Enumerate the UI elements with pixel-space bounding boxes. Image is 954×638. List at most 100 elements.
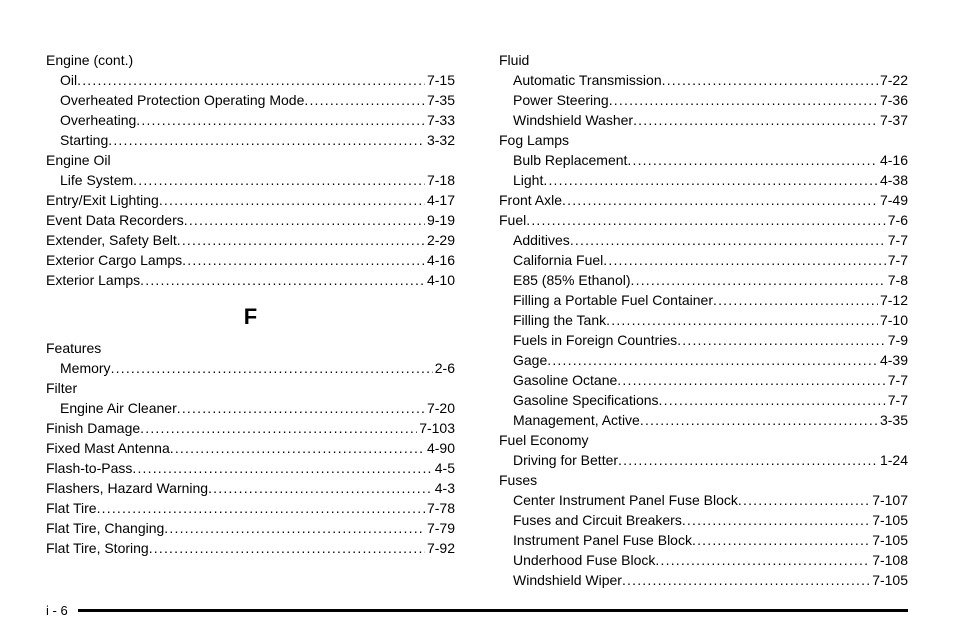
index-entry: Gasoline Octane7-7 [499,370,908,390]
dot-leader [677,330,886,350]
dot-leader [97,498,425,518]
dot-leader [627,150,878,170]
index-group: Front Axle7-49 [499,190,908,210]
entry-page: 7-105 [870,570,908,590]
group-heading: Engine Oil [46,150,455,170]
dot-leader [562,190,878,210]
entry-page: 4-3 [433,478,455,498]
entry-label: Extender, Safety Belt [46,230,177,250]
entry-label: Flat Tire, Storing [46,538,149,558]
entry-page: 7-78 [425,498,455,518]
index-entry: Gage4-39 [499,350,908,370]
entry-label: E85 (85% Ethanol) [513,270,631,290]
entry-label: Light [513,170,543,190]
index-page: Engine (cont.) Oil7-15 Overheated Protec… [0,0,954,638]
entry-page: 4-10 [425,270,455,290]
dot-leader [606,310,878,330]
index-entry: Front Axle7-49 [499,190,908,210]
group-heading: Fuses [499,470,908,490]
dot-leader [108,130,425,150]
right-column: Fluid Automatic Transmission7-22 Power S… [499,42,908,590]
group-heading: Features [46,338,455,358]
index-group: Fog Lamps Bulb Replacement4-16 Light4-38 [499,130,908,190]
index-entry: Flat Tire7-78 [46,498,455,518]
entry-label: Instrument Panel Fuse Block [513,530,692,550]
entry-label: Memory [60,358,111,378]
entry-page: 3-35 [878,410,908,430]
index-entry: Event Data Recorders 9-19 [46,210,455,230]
entry-page: 4-17 [425,190,455,210]
entry-label: Flashers, Hazard Warning [46,478,208,498]
entry-label: Overheating [60,110,136,130]
dot-leader [738,490,870,510]
dot-leader [140,418,417,438]
entry-label: Finish Damage [46,418,140,438]
entry-page: 7-36 [878,90,908,110]
dot-leader [617,370,885,390]
dot-leader [622,570,870,590]
index-entry: Power Steering 7-36 [499,90,908,110]
index-entry: E85 (85% Ethanol) 7-8 [499,270,908,290]
entry-page: 7-33 [425,110,455,130]
entry-label: Driving for Better [513,450,618,470]
entry-label: Fixed Mast Antenna [46,438,170,458]
entry-page: 7-107 [870,490,908,510]
entry-label: Event Data Recorders [46,210,184,230]
entry-page: 7-7 [886,230,908,250]
index-entry: Flashers, Hazard Warning 4-3 [46,478,455,498]
index-entry: Oil7-15 [46,70,455,90]
index-group: Engine Oil Life System7-18 [46,150,455,190]
index-entry: Fuels in Foreign Countries7-9 [499,330,908,350]
index-entry: Flat Tire, Changing7-79 [46,518,455,538]
dot-leader [655,550,870,570]
entry-label: Fuels in Foreign Countries [513,330,677,350]
entry-page: 7-108 [870,550,908,570]
group-heading: Fluid [499,50,908,70]
index-entry: Life System7-18 [46,170,455,190]
entry-label: Filling the Tank [513,310,606,330]
entry-page: 7-37 [878,110,908,130]
dot-leader [177,230,425,250]
index-entry: Flash-to-Pass4-5 [46,458,455,478]
index-group: Fuel Economy Driving for Better1-24 [499,430,908,470]
dot-leader [633,110,878,130]
index-entry: Memory2-6 [46,358,455,378]
dot-leader [133,170,425,190]
entry-page: 7-105 [870,530,908,550]
entry-label: Gasoline Specifications [513,390,659,410]
entry-label: Power Steering [513,90,609,110]
dot-leader [547,350,878,370]
entry-label: Flat Tire, Changing [46,518,164,538]
entry-label: Oil [60,70,77,90]
index-group: Fuses Center Instrument Panel Fuse Block… [499,470,908,590]
group-heading: Fog Lamps [499,130,908,150]
entry-label: Engine Air Cleaner [60,398,177,418]
entry-page: 4-90 [425,438,455,458]
index-group: Engine (cont.) Oil7-15 Overheated Protec… [46,50,455,150]
entry-label: Windshield Wiper [513,570,622,590]
entry-label: Overheated Protection Operating Mode [60,90,304,110]
dot-leader [184,210,425,230]
entry-page: 1-24 [878,450,908,470]
index-entry: Windshield Wiper 7-105 [499,570,908,590]
entry-page: 7-8 [886,270,908,290]
entry-label: Entry/Exit Lighting [46,190,159,210]
entry-page: 7-49 [878,190,908,210]
index-entry: Light4-38 [499,170,908,190]
index-group: Entry/Exit Lighting 4-17 Event Data Recor… [46,190,455,290]
entry-label: Fuel [499,210,526,230]
dot-leader [170,438,425,458]
footer-rule [78,609,908,612]
entry-page: 7-92 [425,538,455,558]
index-entry: Management, Active3-35 [499,410,908,430]
index-entry: Gasoline Specifications7-7 [499,390,908,410]
entry-page: 7-6 [886,210,908,230]
index-entry: Instrument Panel Fuse Block 7-105 [499,530,908,550]
entry-label: Automatic Transmission [513,70,662,90]
entry-page: 9-19 [425,210,455,230]
dot-leader [603,250,886,270]
group-heading: Engine (cont.) [46,50,455,70]
index-entry: Engine Air Cleaner7-20 [46,398,455,418]
entry-page: 7-35 [425,90,455,110]
entry-page: 4-39 [878,350,908,370]
